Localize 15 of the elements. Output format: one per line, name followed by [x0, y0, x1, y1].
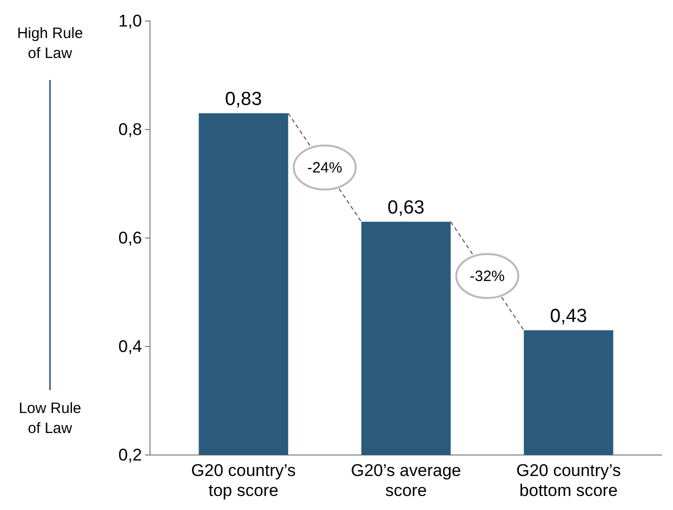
text: Low Rule of Law [18, 400, 82, 437]
x-tick-label: G20 country’s bottom score [516, 461, 621, 500]
text: High Rule of Law [17, 25, 83, 62]
x-tick-label: G20 country’s top score [191, 461, 296, 500]
y-tick-label: 0,8 [118, 120, 142, 139]
data-label: 0,83 [224, 89, 262, 110]
data-label: 0,63 [388, 198, 424, 219]
y-tick-label: 0,2 [118, 445, 142, 464]
annotation: -24% [307, 159, 342, 176]
y-tick-label: 0,6 [118, 228, 142, 248]
annotation: -32% [470, 268, 505, 285]
y-tick-label: 0,4 [118, 336, 142, 356]
data-label: 0,43 [550, 306, 588, 328]
y-tick-label: 1,0 [118, 11, 142, 30]
x-tick-label: G20’s average score [350, 461, 462, 500]
